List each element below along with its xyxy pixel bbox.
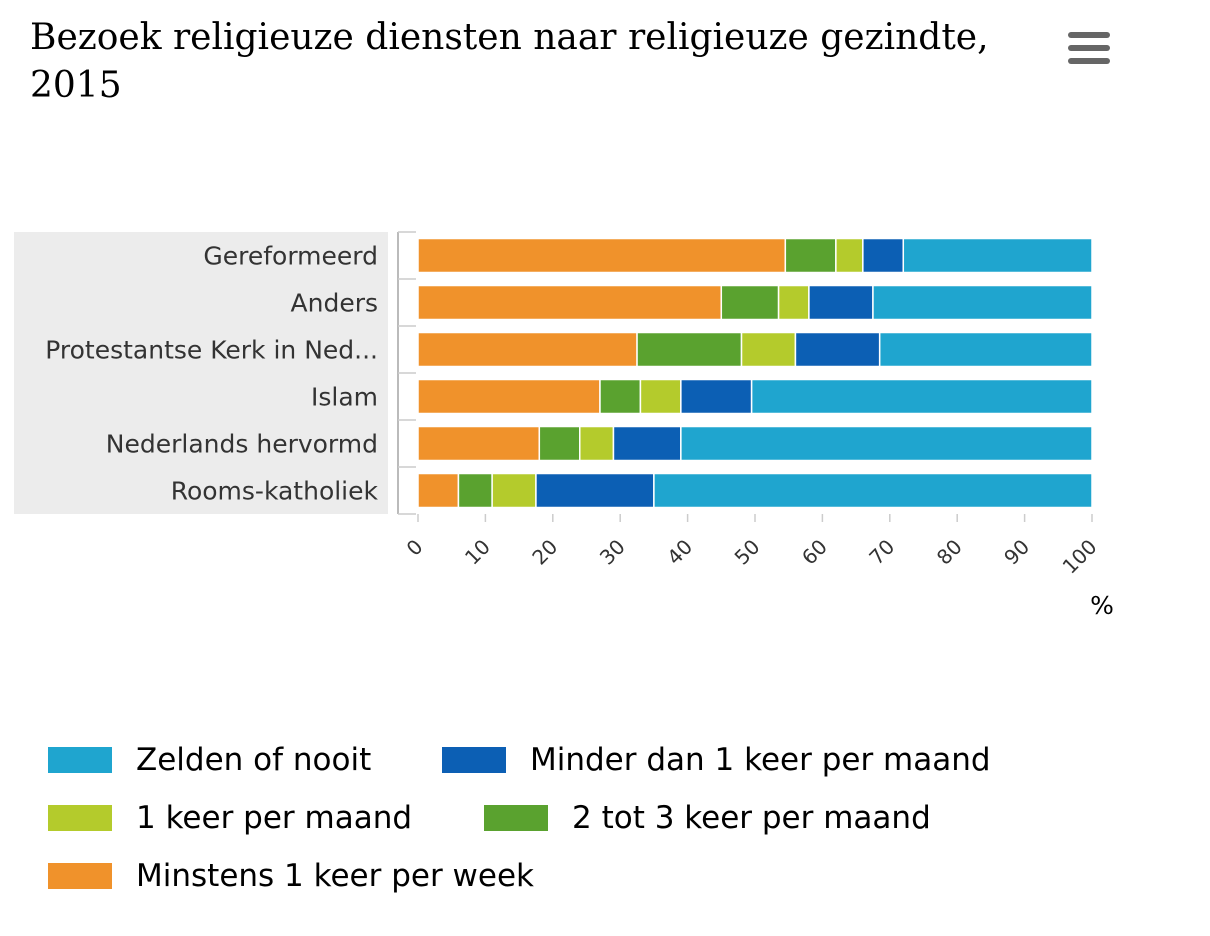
bar-segment xyxy=(750,378,1093,415)
bar-segment xyxy=(417,284,723,321)
category-label: Anders xyxy=(291,289,379,318)
legend-item[interactable]: Minstens 1 keer per week xyxy=(48,856,534,896)
bar-segment xyxy=(535,472,655,509)
bar-segment xyxy=(417,425,541,462)
bar-segment xyxy=(680,425,1093,462)
legend-label: 1 keer per maand xyxy=(136,800,413,836)
x-tick-label: 80 xyxy=(932,535,967,570)
bar-segment xyxy=(794,331,881,368)
bar-segment xyxy=(579,425,615,462)
category-label: Rooms-katholiek xyxy=(171,477,379,506)
bar-segment xyxy=(740,331,797,368)
hamburger-menu-icon[interactable] xyxy=(1066,30,1112,66)
bar-segment xyxy=(639,378,682,415)
legend-swatch xyxy=(48,863,112,889)
menu-line xyxy=(1068,45,1110,51)
bar-segment xyxy=(636,331,743,368)
category-label-background xyxy=(14,232,388,514)
legend-item[interactable]: 1 keer per maand xyxy=(48,798,412,838)
stacked-bar-chart: Gereformeerd Anders Protestantse Kerk in N… xyxy=(14,231,1114,620)
bar-segment xyxy=(784,237,837,274)
bar-segment xyxy=(902,237,1093,274)
chart-title: Bezoek religieuze diensten naar religieu… xyxy=(30,17,989,106)
bar-segment xyxy=(417,378,601,415)
legend-swatch xyxy=(48,805,112,831)
legend-swatch xyxy=(442,747,506,773)
x-axis-unit-label: % xyxy=(1090,591,1114,620)
legend-item[interactable]: 2 tot 3 keer per maand xyxy=(484,798,931,838)
bar-segment xyxy=(680,378,753,415)
category-label: Islam xyxy=(311,383,378,412)
bar-segment xyxy=(491,472,537,509)
bar-segment xyxy=(777,284,810,321)
x-tick-label: 20 xyxy=(527,535,562,570)
category-label: Nederlands hervormd xyxy=(106,430,378,459)
x-tick-label: 90 xyxy=(999,535,1034,570)
bar-segment xyxy=(835,237,864,274)
legend-label: Minstens 1 keer per week xyxy=(136,858,535,894)
legend-label: Zelden of nooit xyxy=(136,742,372,778)
category-label: Gereformeerd xyxy=(203,242,378,271)
x-tick-label: 40 xyxy=(662,535,697,570)
x-tick-label: 60 xyxy=(797,535,832,570)
x-tick-label: 10 xyxy=(460,535,495,570)
x-tick-label: 0 xyxy=(402,535,428,561)
x-tick-label: 50 xyxy=(730,535,765,570)
menu-line xyxy=(1068,32,1110,38)
legend-swatch xyxy=(484,805,548,831)
x-tick-label: 100 xyxy=(1058,535,1102,579)
legend-label: 2 tot 3 keer per maand xyxy=(572,800,931,836)
bar-segment xyxy=(457,472,493,509)
bar-segment xyxy=(653,472,1093,509)
bar-segment xyxy=(417,472,460,509)
legend-label: Minder dan 1 keer per maand xyxy=(530,742,991,778)
bar-segment xyxy=(720,284,780,321)
bar-segment xyxy=(538,425,581,462)
bar-segment xyxy=(862,237,905,274)
bar-segment xyxy=(612,425,682,462)
legend-swatch xyxy=(48,747,112,773)
bar-segment xyxy=(599,378,642,415)
x-tick-label: 70 xyxy=(864,535,899,570)
bar-segment xyxy=(872,284,1093,321)
bar-segment xyxy=(878,331,1093,368)
menu-line xyxy=(1068,58,1110,64)
category-label: Protestantse Kerk in Ned... xyxy=(45,336,378,365)
bar-segment xyxy=(417,237,787,274)
bar-segment xyxy=(417,331,638,368)
legend: Zelden of nooit Minder dan 1 keer per maa… xyxy=(48,740,1168,910)
bar-segment xyxy=(808,284,874,321)
x-tick-label: 30 xyxy=(595,535,630,570)
legend-item[interactable]: Minder dan 1 keer per maand xyxy=(442,740,991,780)
legend-item[interactable]: Zelden of nooit xyxy=(48,740,371,780)
